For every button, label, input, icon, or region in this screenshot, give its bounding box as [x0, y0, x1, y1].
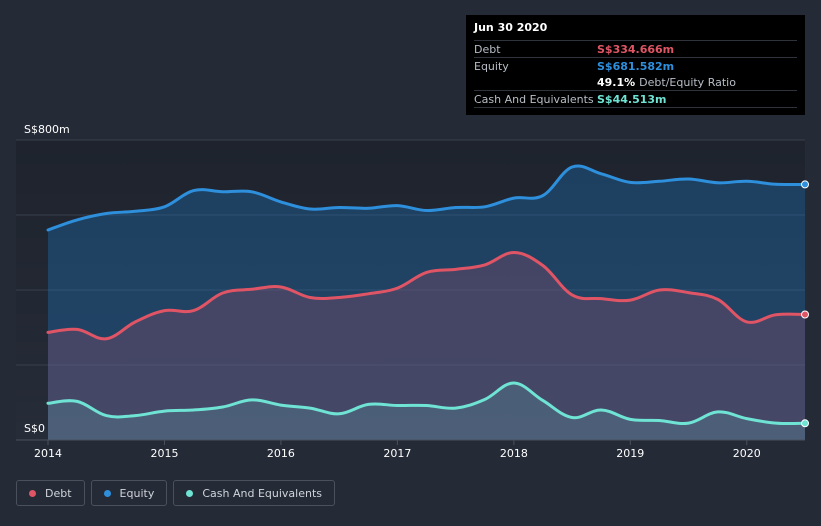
y-axis-bottom-label: S$0 [24, 422, 45, 435]
cash-and-equivalents-endpoint [801, 419, 809, 428]
legend-cash[interactable]: Cash And Equivalents [173, 480, 335, 506]
legend-equity-dot-icon [103, 489, 111, 497]
legend-cash-dot-icon [186, 489, 194, 497]
legend-debt-label: Debt [45, 486, 72, 500]
tooltip-date: Jun 30 2020 [474, 21, 548, 34]
x-tick-label-2018: 2018 [500, 447, 528, 460]
tooltip-debt-value: S$334.666m [597, 42, 675, 56]
equity-area [48, 165, 805, 440]
data-tooltip: Jun 30 2020 Debt S$334.666m Equity S$681… [466, 15, 805, 115]
legend-equity-label: Equity [119, 486, 155, 500]
tooltip-equity-value: S$681.582m [597, 59, 675, 73]
tooltip-cash-value: S$44.513m [597, 92, 667, 106]
tooltip-ratio-value: 49.1% [597, 75, 636, 89]
cash-and-equivalents-line [46, 381, 807, 426]
debt-line [46, 250, 807, 341]
x-tick-label-2019: 2019 [616, 447, 644, 460]
x-tick-label-2020: 2020 [733, 447, 761, 460]
x-tick-label-2017: 2017 [383, 447, 411, 460]
chart-legend: Debt Equity Cash And Equivalents [16, 480, 335, 506]
tooltip-debt-label: Debt [474, 42, 501, 56]
equity-endpoint [801, 180, 809, 189]
debt-endpoint [801, 310, 809, 319]
cash-and-equivalents-area [48, 382, 805, 440]
equity-line [46, 164, 807, 232]
x-tick-label-2016: 2016 [267, 447, 295, 460]
x-tick-label-2014: 2014 [34, 447, 62, 460]
y-axis-top-label: S$800m [24, 123, 70, 136]
tooltip-cash-label: Cash And Equivalents [474, 92, 594, 106]
legend-equity[interactable]: Equity [90, 480, 168, 506]
debt-area [48, 252, 805, 440]
legend-debt[interactable]: Debt [16, 480, 85, 506]
legend-debt-dot-icon [29, 489, 36, 497]
legend-cash-label: Cash And Equivalents [202, 486, 322, 500]
tooltip-ratio-label: Debt/Equity Ratio [639, 75, 736, 89]
x-tick-label-2015: 2015 [150, 447, 178, 460]
tooltip-equity-label: Equity [474, 59, 509, 73]
